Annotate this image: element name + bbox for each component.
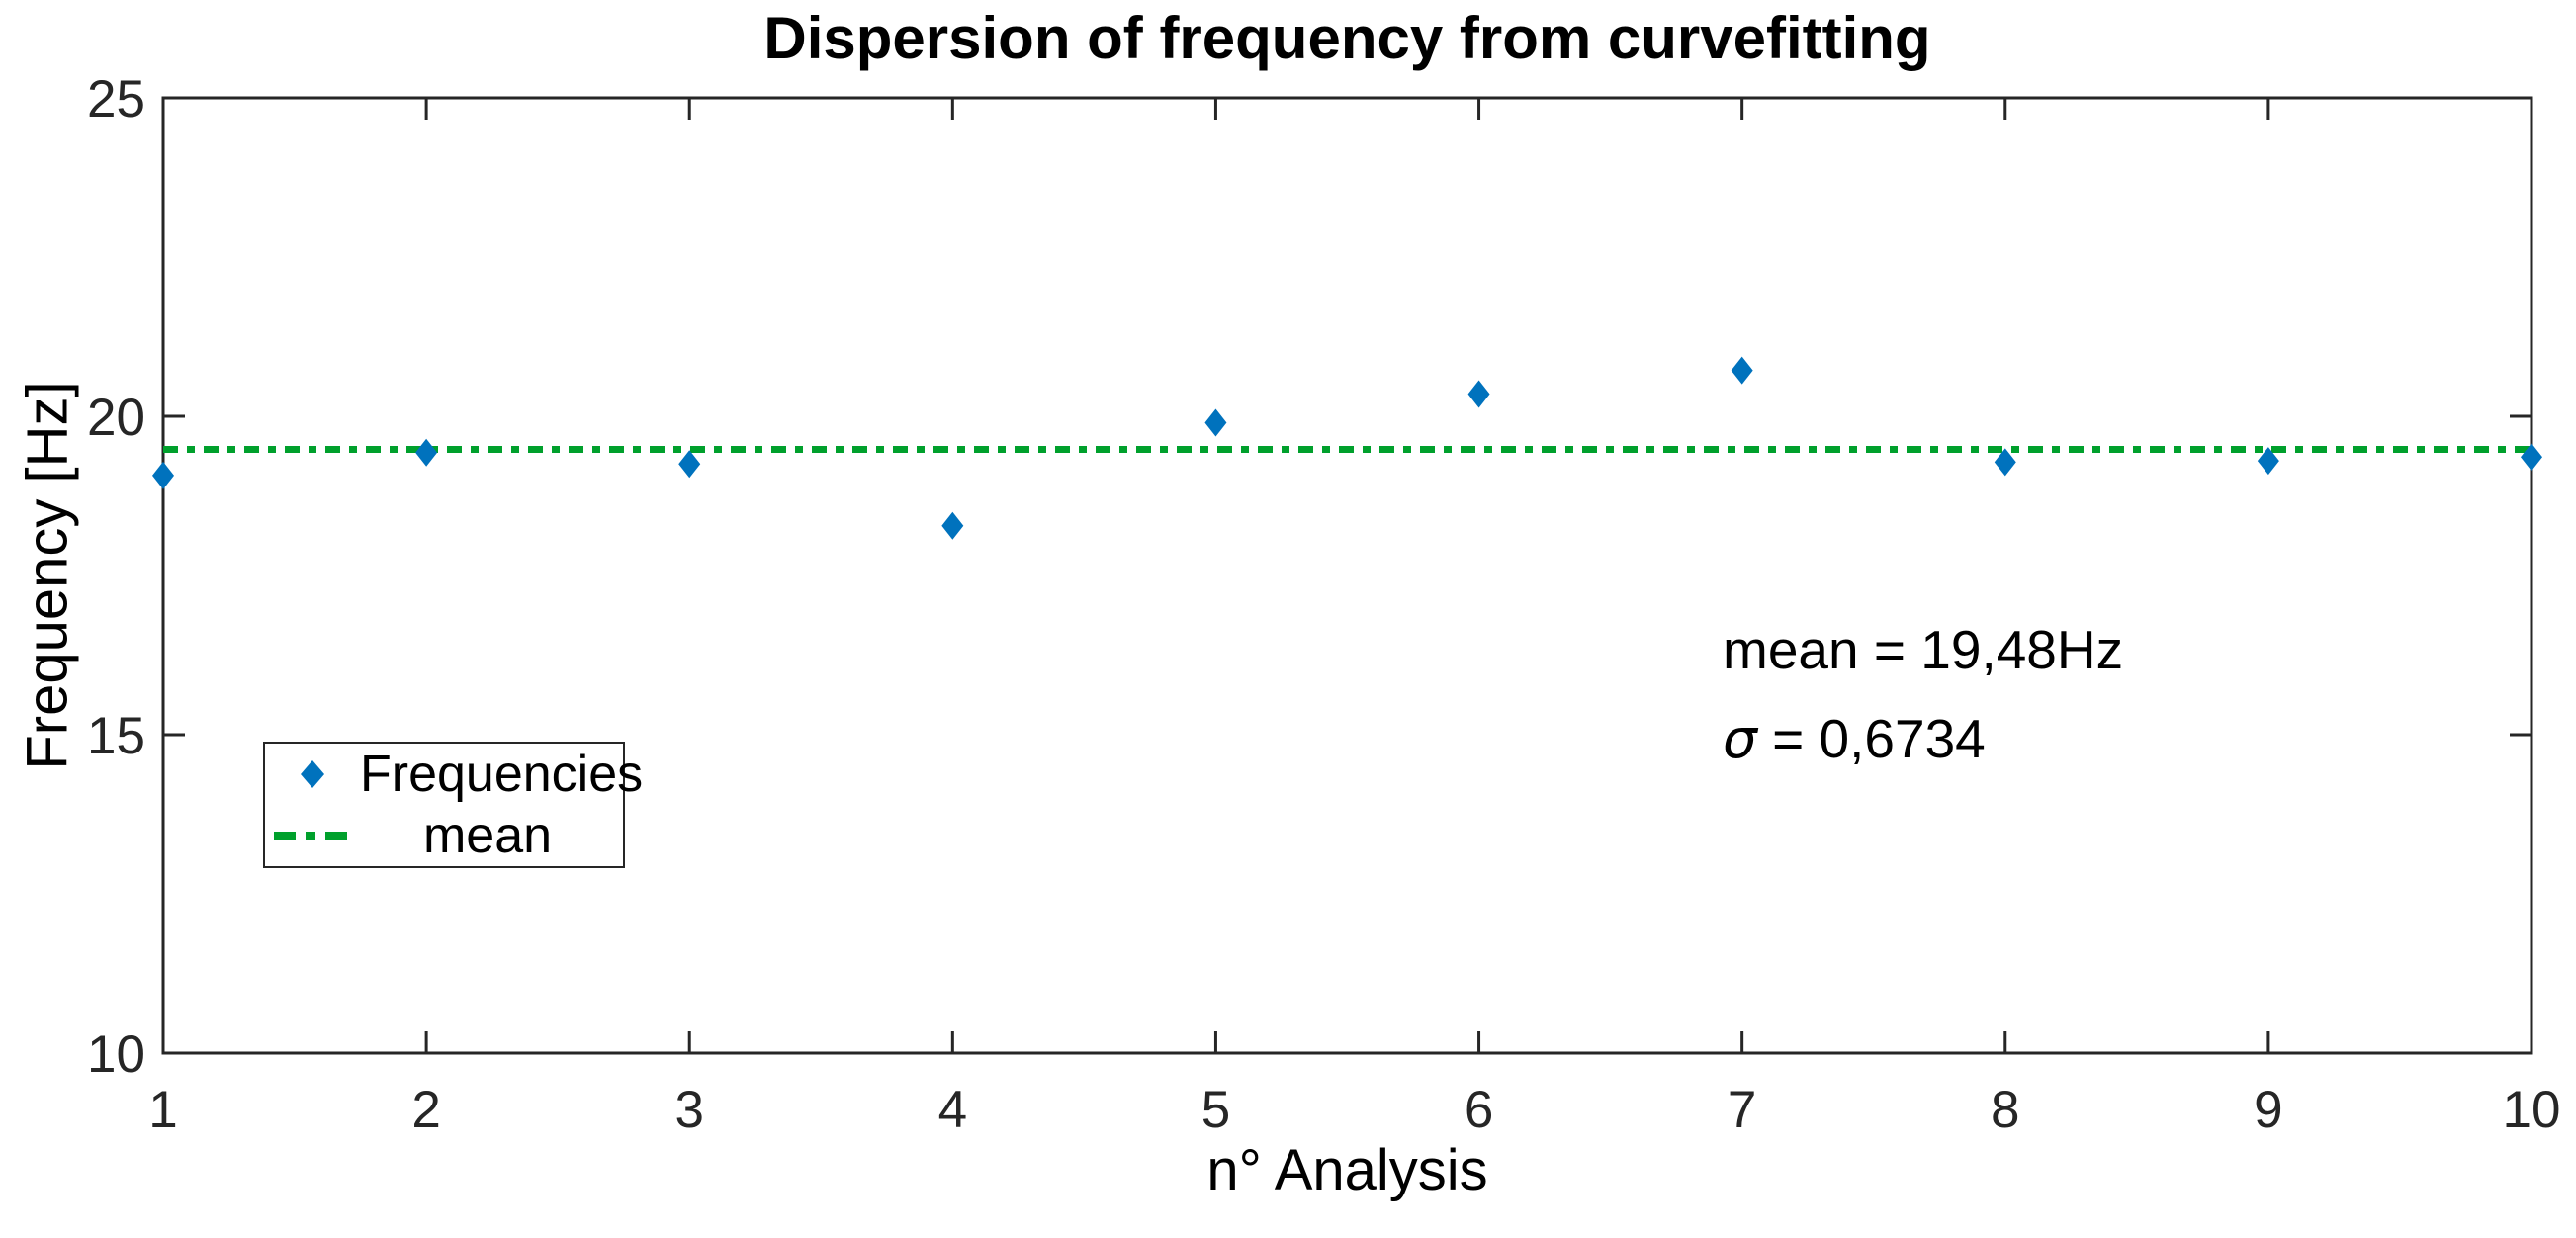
data-point[interactable] <box>152 461 174 489</box>
legend-entry-mean[interactable]: mean <box>265 805 623 866</box>
sigma-symbol: σ <box>1723 707 1757 770</box>
x-tick-label: 2 <box>411 1081 440 1139</box>
data-point[interactable] <box>678 450 701 479</box>
data-point[interactable] <box>1731 356 1753 385</box>
x-tick-label: 10 <box>2503 1081 2561 1139</box>
data-point[interactable] <box>415 438 438 467</box>
data-point[interactable] <box>1467 380 1490 408</box>
data-point[interactable] <box>2257 447 2279 476</box>
y-tick-label: 20 <box>87 389 145 447</box>
stats-annotation: mean = 19,48Hz σ = 0,6734 <box>1723 605 2123 783</box>
axes-box <box>161 96 2533 1055</box>
x-tick-label: 7 <box>1728 1081 1756 1139</box>
data-point[interactable] <box>1994 448 2016 477</box>
x-tick-label: 1 <box>148 1081 177 1139</box>
mean-annotation: mean = 19,48Hz <box>1723 619 2124 680</box>
legend-entry-frequencies[interactable]: Frequencies <box>265 744 643 805</box>
diamond-marker-icon <box>265 759 360 789</box>
x-axis-label: n° Analysis <box>1206 1138 1488 1202</box>
legend-label-frequencies: Frequencies <box>360 746 644 803</box>
data-point[interactable] <box>941 511 964 540</box>
x-tick-label: 5 <box>1201 1081 1230 1139</box>
legend[interactable]: Frequencies mean <box>263 742 643 868</box>
chart-title: Dispersion of frequency from curvefittin… <box>763 5 1931 71</box>
y-tick-label: 25 <box>87 70 145 129</box>
dash-dot-line-icon <box>265 831 360 840</box>
sigma-value: = 0,6734 <box>1756 708 1986 769</box>
x-tick-label: 9 <box>2254 1081 2282 1139</box>
x-tick-label: 3 <box>674 1081 703 1139</box>
data-point[interactable] <box>2521 443 2542 472</box>
y-tick-label: 10 <box>87 1025 145 1084</box>
y-tick-label: 15 <box>87 707 145 765</box>
x-tick-label: 4 <box>938 1081 967 1139</box>
legend-label-mean: mean <box>422 807 553 864</box>
x-tick-label: 8 <box>1991 1081 2019 1139</box>
sigma-annotation: σ = 0,6734 <box>1723 694 2123 783</box>
data-point[interactable] <box>1204 408 1227 437</box>
x-tick-label: 6 <box>1465 1081 1493 1139</box>
